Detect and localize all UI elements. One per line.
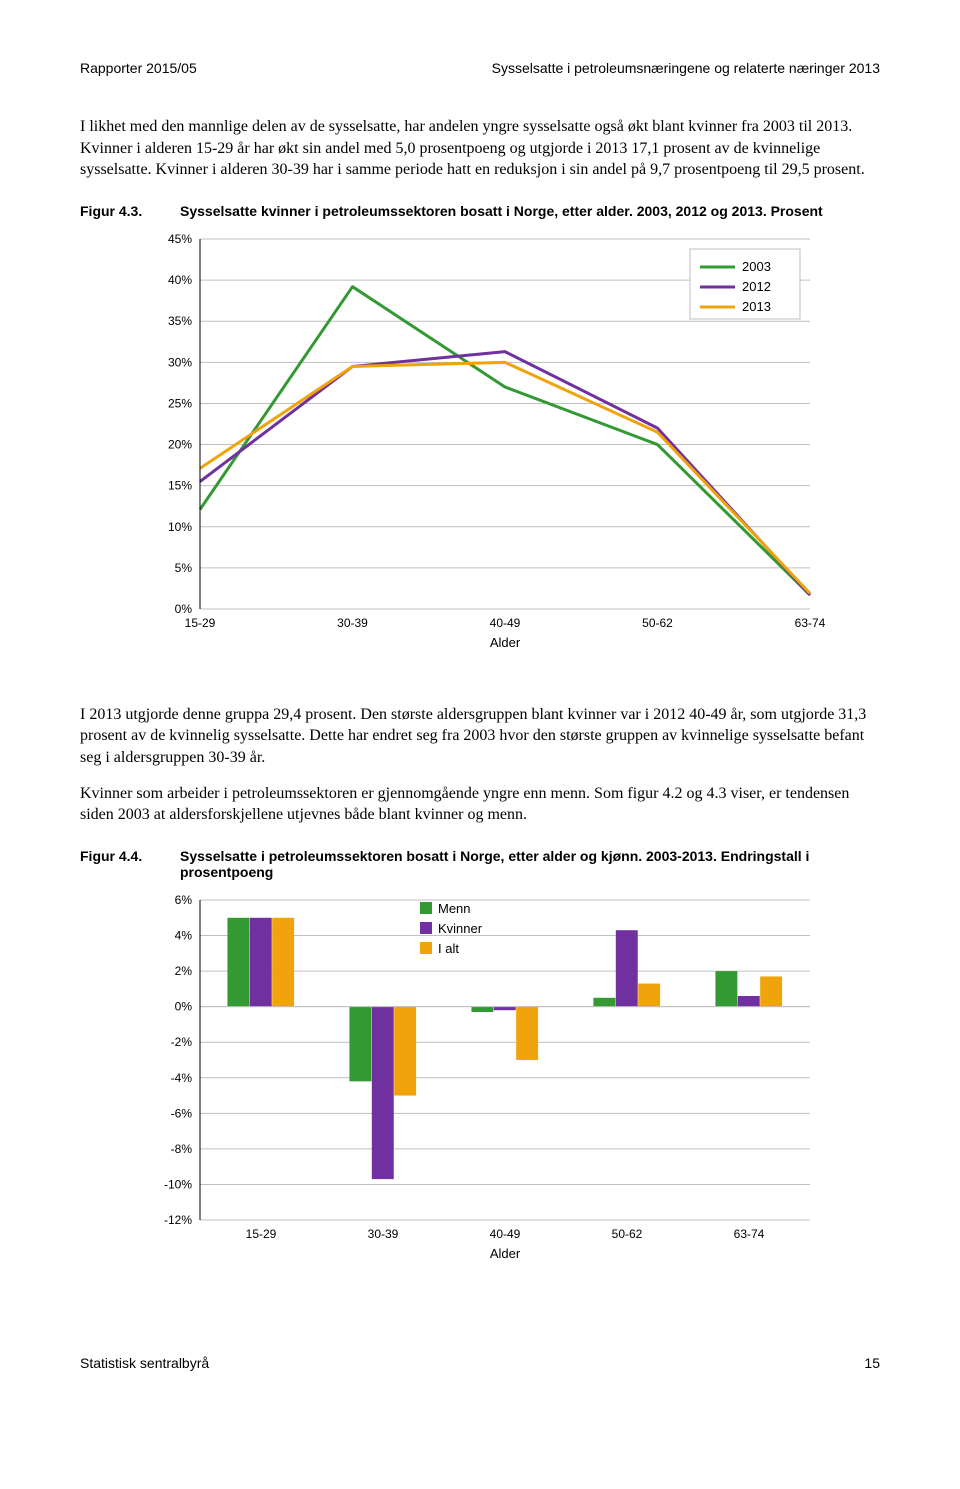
svg-text:Alder: Alder (490, 635, 521, 650)
svg-text:63-74: 63-74 (734, 1227, 765, 1241)
svg-text:-4%: -4% (171, 1071, 193, 1085)
paragraph-3: Kvinner som arbeider i petroleumssektore… (80, 783, 880, 826)
bar-chart-svg: -12% -10% -8% -6% -4% -2% 0% 2% 4% 6% 15-29 30-39 40… (130, 890, 830, 1300)
paragraph-1: I likhet med den mannlige delen av de sy… (80, 116, 880, 181)
footer-left: Statistisk sentralbyrå (80, 1355, 209, 1371)
svg-text:2003: 2003 (742, 259, 771, 274)
header-right: Sysselsatte i petroleumsnæringene og rel… (492, 60, 880, 76)
svg-text:-2%: -2% (171, 1035, 193, 1049)
svg-text:35%: 35% (168, 314, 192, 328)
svg-text:20%: 20% (168, 437, 192, 451)
svg-text:40-49: 40-49 (490, 616, 521, 630)
footer-right: 15 (864, 1355, 880, 1371)
figure-4-3-caption: Sysselsatte kvinner i petroleumssektoren… (180, 203, 880, 219)
svg-text:2013: 2013 (742, 299, 771, 314)
svg-text:2012: 2012 (742, 279, 771, 294)
svg-text:25%: 25% (168, 396, 192, 410)
paragraph-2: I 2013 utgjorde denne gruppa 29,4 prosen… (80, 704, 880, 769)
line-chart-svg: 0% 5% 10% 15% 20% 25% 30% 35% 40% 45% 15-29 30-39 40… (130, 229, 830, 679)
svg-text:63-74: 63-74 (795, 616, 826, 630)
svg-text:-10%: -10% (164, 1177, 192, 1191)
svg-text:15%: 15% (168, 478, 192, 492)
header-left: Rapporter 2015/05 (80, 60, 197, 76)
svg-text:30-39: 30-39 (368, 1227, 399, 1241)
svg-text:Menn: Menn (438, 901, 471, 916)
chart-4-4: -12% -10% -8% -6% -4% -2% 0% 2% 4% 6% 15-29 30-39 40… (130, 890, 880, 1305)
svg-text:6%: 6% (175, 893, 193, 907)
svg-text:-12%: -12% (164, 1213, 192, 1227)
svg-text:40%: 40% (168, 273, 192, 287)
figure-4-3-label: Figur 4.3. (80, 203, 180, 219)
svg-text:4%: 4% (175, 928, 193, 942)
svg-text:Kvinner: Kvinner (438, 921, 483, 936)
svg-text:50-62: 50-62 (642, 616, 673, 630)
svg-text:30%: 30% (168, 355, 192, 369)
svg-text:-8%: -8% (171, 1142, 193, 1156)
figure-4-4-label: Figur 4.4. (80, 848, 180, 864)
svg-text:5%: 5% (175, 561, 193, 575)
svg-text:15-29: 15-29 (246, 1227, 277, 1241)
svg-text:I alt: I alt (438, 941, 459, 956)
svg-text:2%: 2% (175, 964, 193, 978)
svg-text:45%: 45% (168, 232, 192, 246)
svg-text:50-62: 50-62 (612, 1227, 643, 1241)
svg-text:30-39: 30-39 (337, 616, 368, 630)
svg-text:0%: 0% (175, 602, 193, 616)
svg-text:40-49: 40-49 (490, 1227, 521, 1241)
chart-4-3: 0% 5% 10% 15% 20% 25% 30% 35% 40% 45% 15-29 30-39 40… (130, 229, 880, 684)
figure-4-4-caption: Sysselsatte i petroleumssektoren bosatt … (180, 848, 880, 880)
svg-text:0%: 0% (175, 999, 193, 1013)
svg-text:15-29: 15-29 (185, 616, 216, 630)
svg-text:-6%: -6% (171, 1106, 193, 1120)
svg-text:Alder: Alder (490, 1246, 521, 1261)
svg-text:10%: 10% (168, 520, 192, 534)
